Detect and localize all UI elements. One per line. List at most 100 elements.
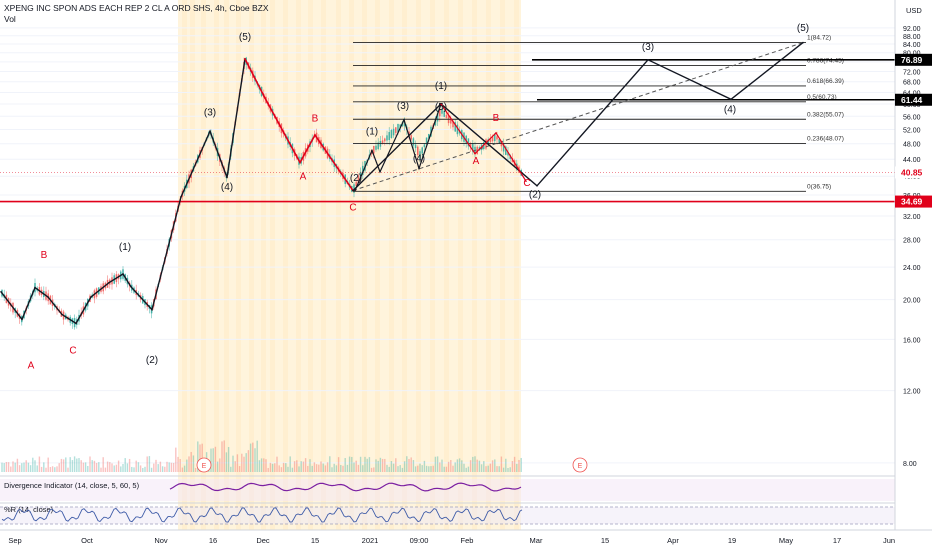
volume-bar bbox=[496, 466, 498, 472]
wave-label: (2) bbox=[529, 189, 541, 200]
price-tag-label: 34.69 bbox=[901, 197, 923, 207]
candle-body bbox=[505, 146, 507, 155]
volume-bar bbox=[23, 462, 25, 472]
wave-series-point bbox=[61, 313, 63, 316]
price-tag-label: 61.44 bbox=[901, 95, 923, 105]
volume-bar bbox=[188, 456, 190, 472]
volume-bar bbox=[80, 460, 82, 472]
wave-label: C bbox=[69, 345, 76, 356]
volume-bar bbox=[109, 462, 111, 472]
x-tick-label: Mar bbox=[530, 536, 543, 545]
candle-body bbox=[467, 138, 470, 147]
volume-bar bbox=[232, 455, 234, 472]
session-stripe bbox=[308, 0, 313, 530]
volume-bar bbox=[278, 465, 280, 472]
wave-label: A bbox=[28, 360, 35, 371]
volume-bar bbox=[342, 465, 344, 472]
session-stripe bbox=[349, 0, 354, 530]
volume-bar bbox=[166, 461, 168, 472]
session-stripe bbox=[375, 0, 380, 530]
volume-bar bbox=[234, 461, 236, 472]
wave-label: (3) bbox=[204, 108, 216, 119]
volume-bar bbox=[34, 460, 36, 472]
volume-bar bbox=[238, 466, 241, 472]
volume-bar bbox=[192, 455, 195, 472]
session-stripe bbox=[458, 0, 463, 530]
fib-level-label: 0.382(55.07) bbox=[807, 111, 844, 118]
volume-bar bbox=[93, 460, 96, 472]
price-tag-label: 40.85 bbox=[901, 167, 923, 177]
volume-bar bbox=[265, 459, 267, 472]
wave-series-point bbox=[0, 291, 2, 293]
volume-bar bbox=[322, 463, 324, 472]
volume-bar bbox=[469, 460, 472, 472]
volume-bar bbox=[494, 459, 496, 472]
session-stripe bbox=[182, 0, 187, 530]
candle-body bbox=[485, 139, 487, 149]
volume-bar bbox=[333, 463, 335, 472]
volume-bar bbox=[168, 462, 170, 472]
volume-bar bbox=[183, 465, 186, 472]
wave-series-point bbox=[647, 58, 649, 61]
candle-body bbox=[452, 121, 454, 128]
volume-bar bbox=[271, 463, 274, 472]
wave-series-point bbox=[299, 161, 301, 164]
divergence-band bbox=[0, 479, 895, 501]
volume-bar bbox=[375, 459, 377, 472]
candle-body bbox=[441, 108, 443, 114]
price-tag bbox=[895, 195, 932, 208]
wave-series-point bbox=[122, 273, 124, 275]
wave-label: (4) bbox=[724, 104, 736, 115]
volume-bar bbox=[269, 462, 272, 472]
volume-bar bbox=[54, 467, 56, 472]
volume-bar bbox=[186, 459, 188, 472]
volume-bar bbox=[489, 463, 492, 472]
volume-bar bbox=[223, 440, 225, 472]
volume-bar bbox=[155, 459, 157, 472]
wave-series-point bbox=[354, 189, 356, 192]
volume-bar bbox=[300, 461, 302, 472]
volume-bar bbox=[219, 458, 221, 472]
volume-bar bbox=[518, 459, 520, 472]
candle-body bbox=[443, 110, 445, 117]
volume-bar bbox=[7, 462, 10, 472]
volume-bar bbox=[252, 442, 254, 472]
price-axis-bg bbox=[895, 0, 932, 530]
candle-body bbox=[450, 119, 452, 124]
volume-bar bbox=[368, 457, 371, 472]
volume-bar bbox=[210, 448, 212, 472]
volume-bar bbox=[260, 458, 263, 472]
volume-bar bbox=[126, 463, 129, 472]
volume-bar bbox=[5, 462, 8, 472]
session-stripe bbox=[190, 0, 195, 530]
earnings-marker-icon bbox=[572, 457, 588, 473]
volume-bar bbox=[417, 465, 419, 472]
candle-body bbox=[439, 108, 441, 117]
candle-body bbox=[410, 135, 412, 140]
y-tick-label: 20.00 bbox=[903, 298, 921, 305]
x-tick-label: 17 bbox=[833, 536, 841, 545]
session-stripe bbox=[416, 0, 421, 530]
candle-body bbox=[386, 135, 388, 141]
wave-label: (5) bbox=[435, 102, 447, 113]
volume-bar bbox=[150, 467, 153, 472]
volume-bar bbox=[113, 465, 115, 472]
volume-bar bbox=[214, 446, 217, 472]
volume-bar bbox=[98, 462, 100, 472]
volume-bar bbox=[47, 457, 49, 472]
volume-bar bbox=[487, 465, 489, 472]
volume-bar bbox=[509, 467, 511, 472]
y-tick-label: 88.00 bbox=[903, 34, 921, 41]
wave-label: (4) bbox=[221, 182, 233, 193]
volume-bar bbox=[428, 466, 430, 472]
wave-series-point bbox=[244, 58, 246, 60]
wave-label: (5) bbox=[239, 32, 251, 43]
divergence-label: Divergence Indicator (14, close, 5, 60, … bbox=[4, 481, 140, 490]
volume-bar bbox=[373, 467, 375, 472]
volume-bar bbox=[423, 460, 426, 472]
session-stripe bbox=[261, 0, 266, 530]
volume-bar bbox=[381, 458, 384, 472]
wave-series-point bbox=[495, 132, 497, 134]
candle-body bbox=[353, 184, 355, 193]
